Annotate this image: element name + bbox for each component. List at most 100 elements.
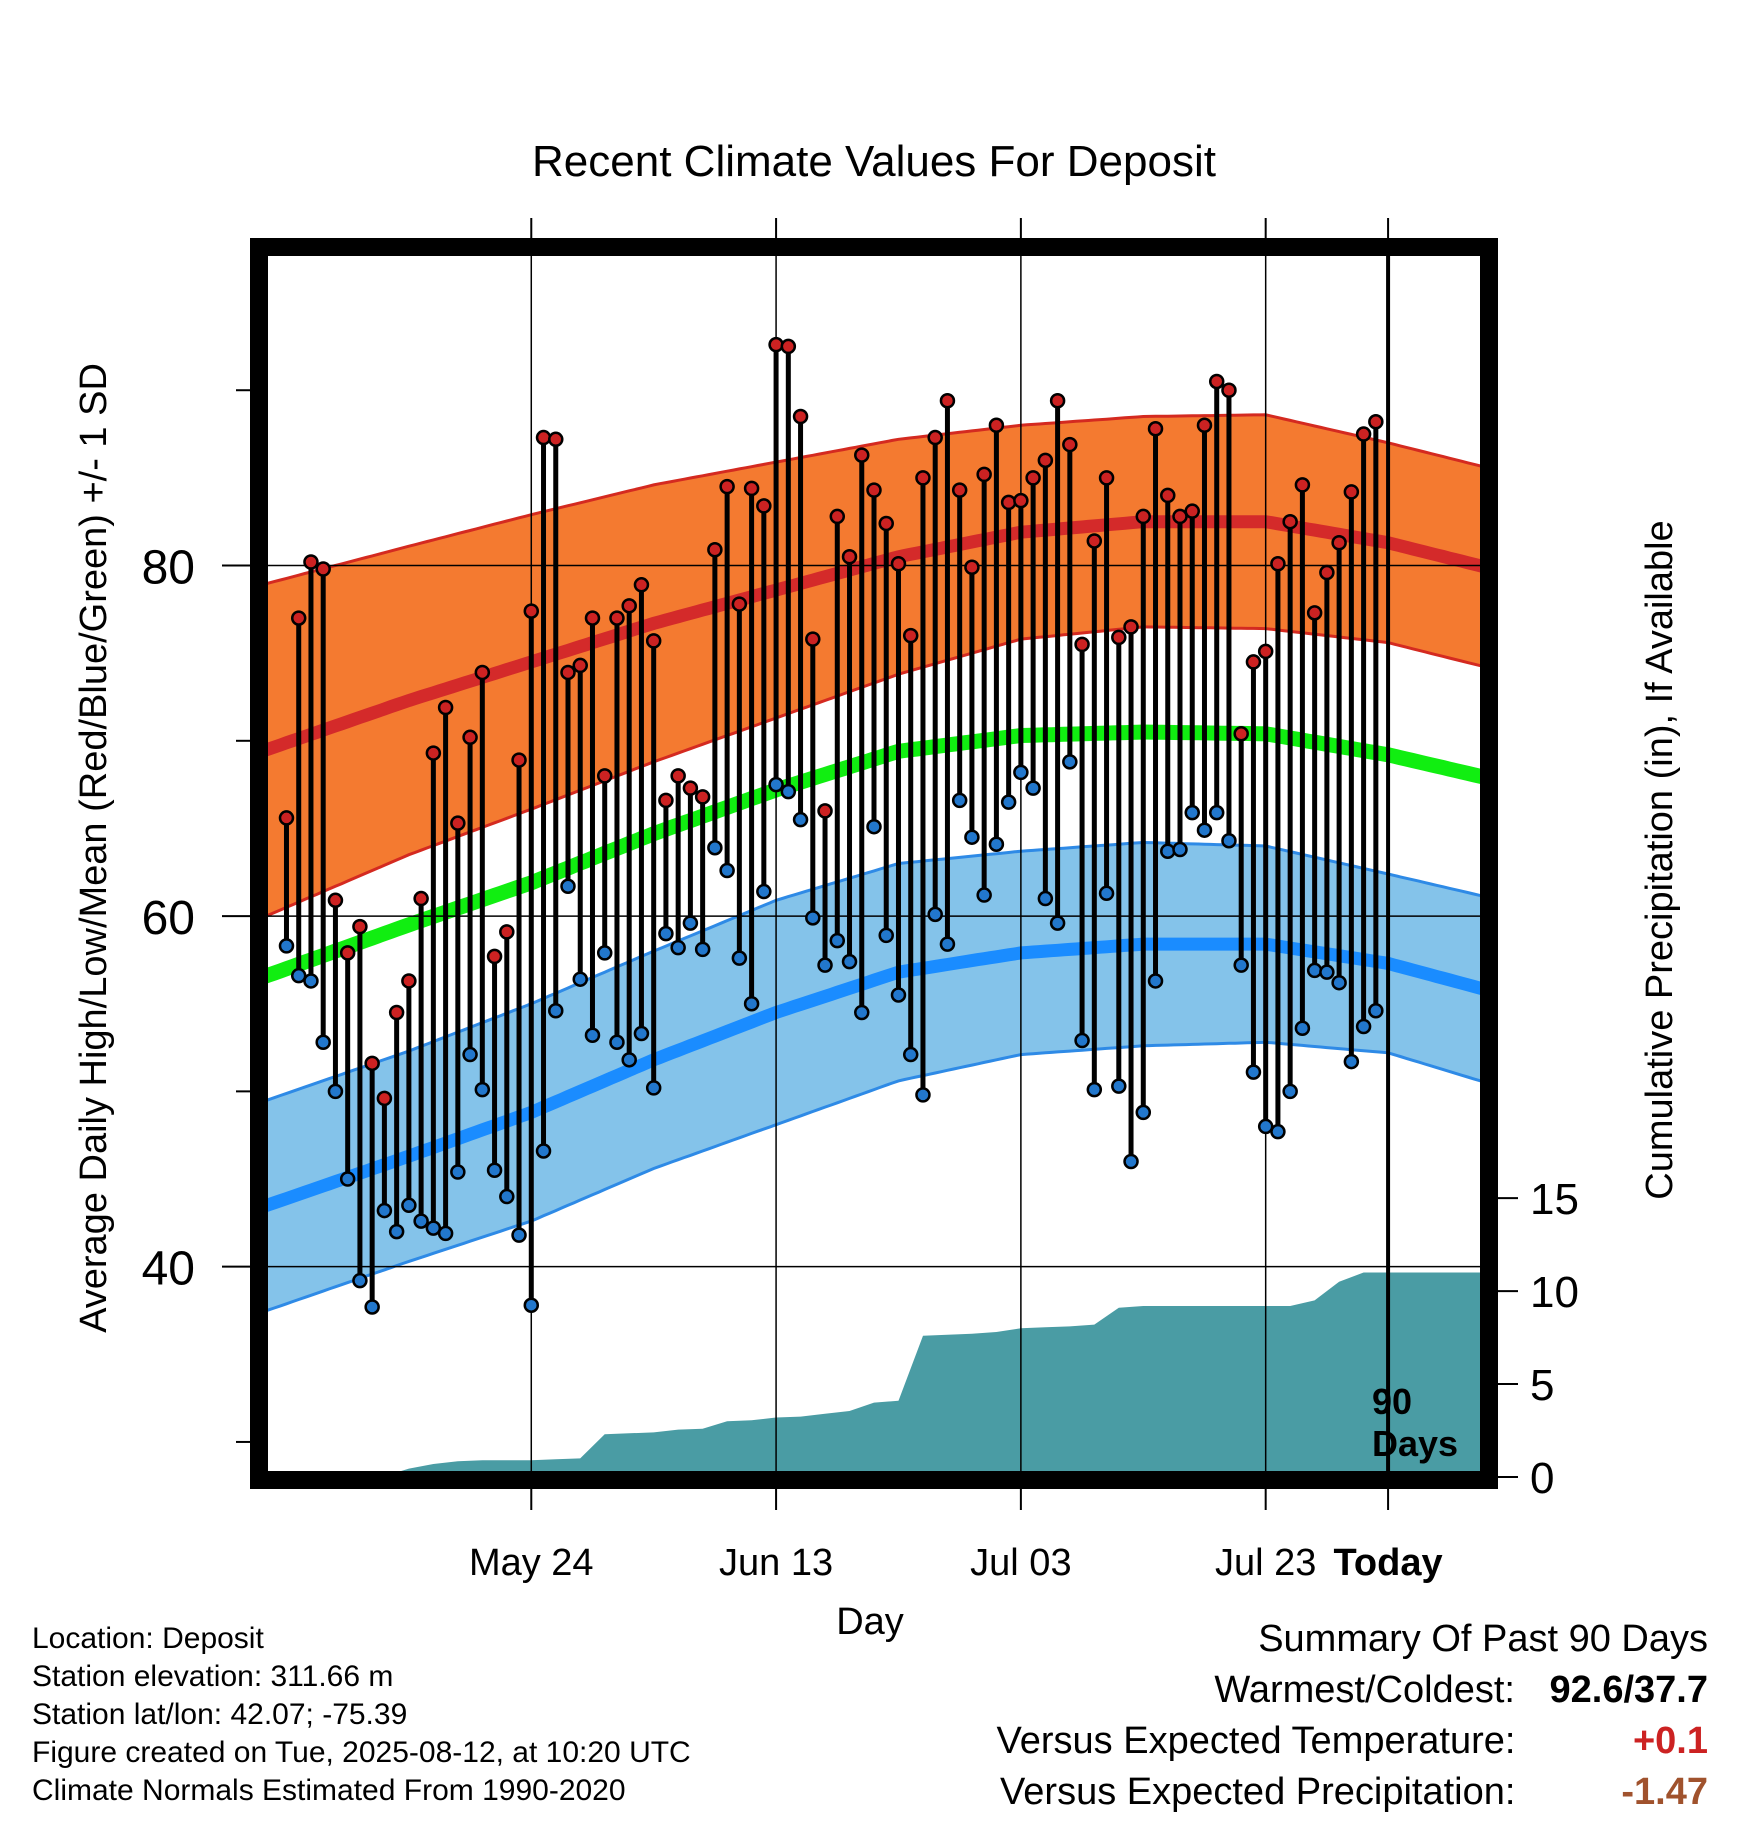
daily-low-point: [511, 1227, 527, 1243]
daily-low-point: [462, 1046, 478, 1063]
x-tick-label: Jun 13: [719, 1542, 833, 1584]
daily-high-point: [658, 792, 674, 809]
daily-high-point: [278, 810, 295, 826]
daily-low-point: [1233, 957, 1249, 973]
daily-high-point: [609, 610, 625, 626]
daily-high-point: [1013, 492, 1029, 509]
daily-high-point: [1172, 508, 1188, 525]
daily-high-point: [743, 480, 760, 497]
daily-high-point: [1025, 470, 1041, 486]
daily-high-point: [1123, 619, 1139, 635]
daily-high-point: [1319, 564, 1335, 581]
summary-panel: Summary Of Past 90 Days Warmest/Coldest:…: [997, 1614, 1708, 1818]
days-annotation-2: Days: [1372, 1423, 1458, 1464]
daily-high-point: [572, 657, 588, 674]
daily-high-point: [560, 664, 576, 681]
daily-high-point: [621, 598, 637, 614]
x-tick-label: Jul 03: [970, 1542, 1071, 1584]
daily-high-point: [792, 408, 809, 425]
daily-low-point: [1111, 1078, 1127, 1094]
elevation-text: Station elevation: 311.66 m: [32, 1660, 394, 1693]
daily-low-point: [988, 836, 1005, 852]
y-tick-label: 40: [142, 1243, 195, 1296]
daily-low-point: [1025, 780, 1041, 796]
daily-high-point: [988, 417, 1005, 434]
daily-high-point: [902, 627, 919, 644]
daily-high-point: [1086, 533, 1103, 549]
daily-high-point: [1294, 477, 1311, 493]
x-tick-label: Jul 23: [1215, 1542, 1316, 1584]
daily-low-point: [1245, 1064, 1262, 1080]
daily-high-point: [425, 745, 442, 761]
daily-low-point: [768, 776, 784, 793]
daily-high-point: [1306, 605, 1323, 621]
daily-high-point: [878, 515, 894, 532]
axes: May 24 Jun 13 Jul 03 Jul 23 Today 40 60 80 0 5 10 1…: [142, 218, 1579, 1584]
daily-high-point: [951, 482, 968, 498]
daily-high-point: [633, 577, 650, 593]
precip-area: [262, 1272, 1486, 1477]
daily-low-point: [1294, 1020, 1311, 1037]
daily-low-point: [1074, 1032, 1090, 1049]
daily-low-point: [743, 995, 760, 1012]
warm-cold-value: 92.6/37.7: [1549, 1669, 1708, 1711]
daily-low-point: [829, 932, 846, 949]
daily-high-point: [474, 664, 491, 681]
daily-low-point: [707, 839, 723, 856]
daily-low-point: [1098, 885, 1115, 902]
daily-low-point: [694, 941, 711, 958]
daily-high-point: [596, 768, 613, 784]
daily-high-point: [915, 470, 931, 486]
daily-high-point: [670, 768, 686, 784]
daily-low-point: [535, 1143, 552, 1159]
daily-low-point: [1000, 794, 1017, 810]
daily-low-point: [584, 1027, 601, 1044]
daily-low-point: [902, 1046, 919, 1063]
daily-high-point: [939, 392, 956, 409]
daily-low-point: [1184, 804, 1200, 821]
daily-low-point: [1062, 754, 1078, 770]
daily-high-point: [1257, 643, 1274, 660]
daily-high-point: [854, 447, 870, 463]
daily-low-point: [339, 1171, 356, 1187]
daily-low-point: [780, 783, 797, 800]
y2-tick-label: 10: [1530, 1268, 1579, 1317]
daily-high-point: [645, 633, 662, 649]
daily-high-point: [1368, 414, 1384, 430]
daily-low-point: [1135, 1104, 1152, 1121]
daily-high-point: [1062, 436, 1078, 453]
daily-low-point: [915, 1087, 931, 1103]
y-axis-label: Average Daily High/Low/Mean (Red/Blue/Gr…: [73, 363, 115, 1333]
daily-high-point: [535, 429, 552, 446]
daily-low-point: [1331, 974, 1347, 991]
daily-low-point: [401, 1197, 417, 1214]
daily-high-point: [694, 789, 711, 805]
x-axis-label: Day: [836, 1601, 904, 1643]
daily-high-point: [548, 431, 564, 448]
daily-low-point: [376, 1202, 393, 1219]
daily-low-point: [645, 1080, 662, 1096]
location-text: Location: Deposit: [32, 1622, 264, 1655]
precip-cumulative-area: [262, 1272, 1486, 1477]
daily-low-point: [523, 1297, 540, 1313]
temp-value: +0.1: [1632, 1720, 1708, 1762]
daily-low-point: [290, 967, 307, 984]
daily-high-point: [805, 631, 821, 647]
summary-warm-cold: Warmest/Coldest: 92.6/37.7: [997, 1665, 1708, 1716]
daily-low-point: [964, 829, 980, 845]
daily-high-point: [731, 596, 748, 612]
normals-text: Climate Normals Estimated From 1990-2020: [32, 1774, 626, 1807]
precip-label: Versus Expected Precipitation:: [1000, 1771, 1516, 1813]
x-tick-label: Today: [1334, 1542, 1443, 1584]
y2-axis-label: Cumulative Precipitation (in), If Availa…: [1639, 520, 1681, 1199]
daily-high-point: [707, 541, 723, 558]
daily-low-point: [1196, 822, 1213, 838]
daily-low-point: [1319, 964, 1335, 980]
daily-low-point: [792, 811, 809, 828]
precip-value: -1.47: [1621, 1771, 1708, 1813]
daily-low-point: [1208, 804, 1225, 821]
daily-low-point: [437, 1225, 454, 1242]
daily-low-point: [1147, 973, 1164, 989]
daily-low-point: [890, 987, 907, 1003]
low-band-lower-edge: [262, 1040, 1486, 1314]
